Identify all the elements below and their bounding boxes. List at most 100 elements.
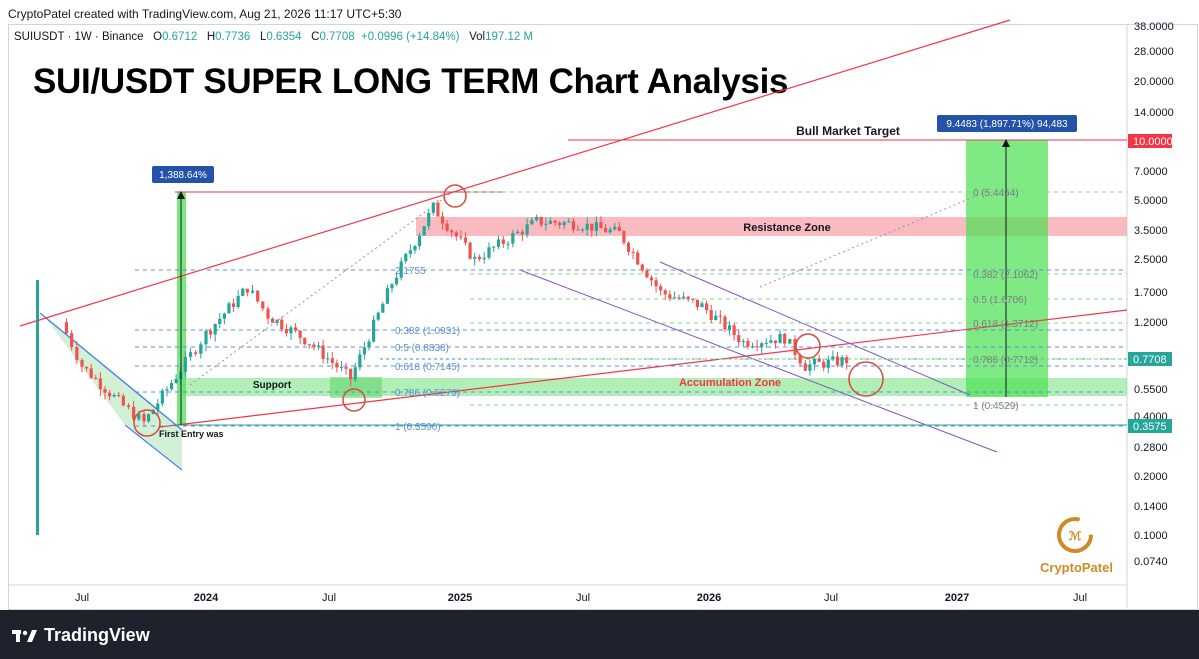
candle-body [645, 270, 649, 278]
x-tick: Jul [322, 592, 336, 604]
candle-body [307, 344, 311, 346]
candle-body [289, 327, 293, 334]
candle-body [727, 325, 732, 330]
x-tick: Jul [75, 592, 89, 604]
y-tick: 1.7000 [1134, 287, 1168, 299]
candle-body [117, 394, 121, 396]
candle-body [686, 296, 690, 299]
fib-left-0: 2.1755 [395, 266, 426, 277]
candle-body [463, 237, 468, 243]
candle-body [580, 229, 585, 231]
candle-body [222, 313, 226, 319]
target-arrowhead [1002, 139, 1010, 147]
fib-right-2: 0.5 (1.6706) [973, 295, 1027, 306]
candle-body [126, 405, 131, 407]
candle-body [691, 298, 695, 300]
candle-body [381, 303, 385, 313]
candle-body [714, 315, 718, 320]
candle-body [250, 290, 255, 293]
candle-body [631, 251, 635, 253]
x-tick: 2027 [945, 592, 969, 604]
x-tick: Jul [576, 592, 590, 604]
fib-left-2: 0.5 (0.8838) [395, 343, 449, 354]
target-badge-text: 9.4483 (1,897.71%) 94,483 [946, 119, 1068, 130]
candle-body [89, 368, 93, 378]
candle-body [594, 222, 598, 231]
price-label-entry: 0.3575 [1133, 421, 1167, 433]
candle-body [339, 367, 344, 369]
candle-body [576, 229, 580, 231]
fib-right-1: 0.382 (2.1062) [973, 270, 1038, 281]
candle-body [649, 277, 654, 281]
candle-body [760, 343, 764, 347]
candle-body [440, 216, 445, 224]
candle-body [137, 414, 141, 420]
left-channel-top [39, 312, 183, 431]
candle-body [270, 318, 275, 323]
candle-body [718, 315, 722, 317]
candle-body [808, 364, 812, 371]
fib-left-3: 0.618 (0.7145) [395, 362, 460, 373]
candle-body [737, 335, 741, 343]
upper-trendline [19, 19, 1011, 327]
candle-body [399, 261, 403, 278]
candle-body [394, 277, 399, 285]
candle-body [132, 406, 136, 420]
candle-body [174, 378, 178, 384]
candle-body [544, 223, 548, 225]
top-bar: CryptoPatel created with TradingView.com… [0, 0, 1199, 26]
candles-group [64, 200, 849, 427]
candle-body [659, 286, 663, 291]
desc-channel-bottom [519, 269, 998, 453]
y-tick: 0.1400 [1134, 501, 1168, 513]
candle-body [112, 394, 116, 397]
price-axis: 38.0000 28.0000 20.0000 14.0000 7.0000 5… [1134, 21, 1174, 568]
y-tick: 20.0000 [1134, 76, 1174, 88]
candle-body [450, 230, 454, 233]
price-chart[interactable]: 1,388.64% 9.4483 (1,897.71%) 94,483 Bull… [0, 0, 1199, 610]
candle-body [793, 338, 797, 356]
candle-body [672, 297, 677, 299]
candle-body [330, 358, 334, 363]
candle-body [303, 337, 307, 345]
candle-body [385, 288, 390, 304]
lower-trendline [159, 309, 1128, 428]
y-tick: 38.0000 [1134, 21, 1174, 33]
candle-body [107, 392, 112, 397]
tradingview-logo-icon [12, 629, 37, 642]
candle-body [169, 383, 174, 390]
candle-body [755, 346, 759, 348]
left-channel-bottom [124, 424, 183, 471]
candle-body [640, 264, 644, 271]
candle-body [788, 338, 792, 344]
x-tick: 2024 [194, 592, 219, 604]
candle-body [750, 346, 755, 348]
candle-body [372, 319, 376, 342]
candle-body [353, 367, 357, 380]
y-tick: 0.5500 [1134, 384, 1168, 396]
candle-body [783, 333, 787, 344]
candle-body [436, 202, 440, 217]
accumulation-label: Accumulation Zone [679, 377, 781, 389]
left-gain-text: 1,388.64% [159, 170, 207, 181]
symbol-label[interactable]: SUIUSDT · 1W · Binance [14, 31, 144, 43]
close-value: 0.7708 [319, 31, 355, 43]
candle-body [822, 361, 826, 368]
candle-body [280, 319, 284, 330]
breakdown-circle [795, 333, 821, 359]
tradingview-logo[interactable]: TradingView [12, 625, 150, 646]
candle-body [571, 221, 576, 230]
candle-body [427, 212, 431, 227]
candle-body [520, 231, 524, 235]
candle-body [431, 202, 435, 213]
candle-body [293, 327, 298, 331]
candle-body [312, 344, 316, 347]
candle-body [506, 243, 510, 245]
candle-body [501, 239, 505, 244]
bull-target-label: Bull Market Target [796, 124, 900, 138]
candle-body [367, 341, 371, 348]
fib-left-5: 1 (0.3590) [395, 422, 441, 433]
candle-body [492, 246, 496, 248]
fib-right-0: 0 (5.4454) [973, 188, 1019, 199]
candle-body [362, 347, 367, 355]
